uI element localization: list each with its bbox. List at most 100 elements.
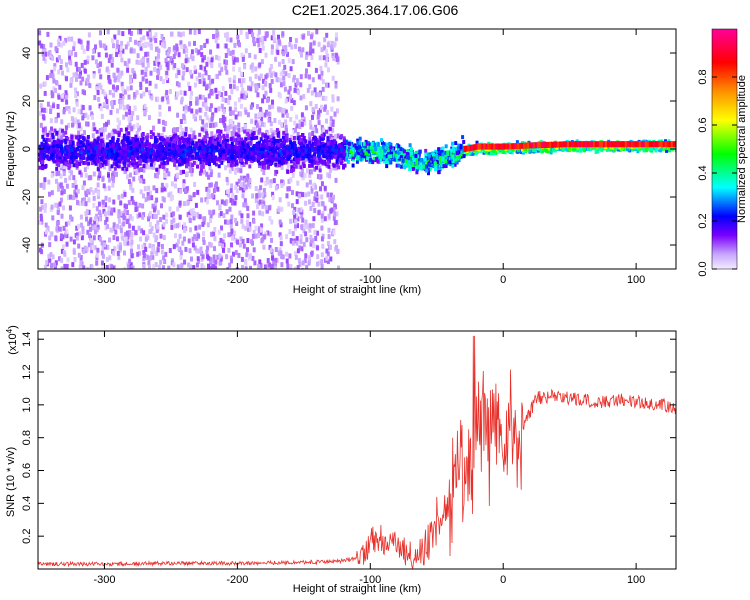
spectrogram-cell xyxy=(202,231,205,237)
spectrogram-cell xyxy=(72,46,76,52)
spectrogram-cell xyxy=(331,52,335,58)
spectrogram-cell xyxy=(197,138,201,143)
spectrogram-cell xyxy=(161,42,164,48)
spectrogram-cell xyxy=(180,161,184,166)
spectrogram-cell xyxy=(67,122,71,128)
spectrogram-cell xyxy=(193,135,197,140)
spectrogram-cell xyxy=(175,46,179,52)
spectrogram-cell xyxy=(111,131,115,137)
spectrogram-cell xyxy=(108,255,112,261)
spectrogram-cell xyxy=(249,86,253,92)
spectrogram-cell xyxy=(100,250,104,256)
spectrogram-cell xyxy=(102,183,106,189)
spectrogram-cell xyxy=(42,184,46,190)
spectrogram-cell xyxy=(279,222,283,228)
spectrogram-cell xyxy=(234,184,238,190)
spectrogram-cell xyxy=(117,164,121,169)
spectrogram-cell xyxy=(240,218,244,224)
spectrogram-cell xyxy=(181,31,185,37)
spectrogram-cell xyxy=(142,167,146,173)
spectrogram-cell xyxy=(240,52,244,58)
spectrogram-cell xyxy=(82,137,86,142)
spectrogram-cell xyxy=(215,33,219,39)
spectrogram-cell xyxy=(139,154,143,159)
spectrogram-cell xyxy=(339,160,343,165)
spectrogram-cell xyxy=(103,123,106,129)
spectrogram-cell xyxy=(155,228,159,234)
spectrogram-cell xyxy=(319,104,323,110)
spectrogram-cell xyxy=(214,259,218,265)
spectrogram-cell xyxy=(308,163,312,168)
spectrogram-cell xyxy=(128,223,132,229)
spectrogram-cell xyxy=(226,180,230,186)
spectrogram-cell xyxy=(60,190,64,196)
spectrogram-cell xyxy=(271,195,275,201)
spectrogram-cell xyxy=(229,255,233,261)
spectrogram-cell xyxy=(86,74,90,80)
spectrogram-cell xyxy=(174,233,177,239)
spectrogram-cell xyxy=(88,83,92,89)
spectrogram-cell xyxy=(220,66,224,72)
spectrogram-cell xyxy=(172,217,176,223)
spectrogram-cell xyxy=(130,239,134,245)
spectrogram-cell xyxy=(73,180,77,185)
spectrogram-cell xyxy=(123,267,127,269)
spectrogram-cell xyxy=(184,189,187,194)
spectrogram-cell xyxy=(184,152,188,157)
spectrogram-cell xyxy=(126,240,130,246)
spectrogram-cell xyxy=(131,187,135,193)
spectrogram-cell xyxy=(193,182,197,187)
spectrogram-cell xyxy=(61,93,64,99)
spectrogram-cell xyxy=(233,57,237,63)
spectrogram-cell xyxy=(271,103,275,109)
spectrogram-cell xyxy=(112,199,116,205)
spectrogram-cell xyxy=(111,136,115,141)
spectrogram-cell xyxy=(208,209,212,215)
spectrogram-cell xyxy=(307,255,311,261)
spectrogram-cell xyxy=(38,40,42,46)
spectrogram-cell xyxy=(280,165,284,170)
spectrogram-cell xyxy=(139,45,143,51)
spectrogram-cell xyxy=(246,223,250,228)
spectrogram-cell xyxy=(258,163,262,168)
spectrogram-cell xyxy=(237,122,241,128)
spectrogram-cell xyxy=(248,226,252,232)
spectrogram-cell xyxy=(307,30,310,36)
spectrogram-cell xyxy=(204,128,208,134)
spectrogram-cell xyxy=(254,233,258,239)
spectrogram-cell xyxy=(67,194,71,200)
spectrogram-cell xyxy=(209,123,213,128)
spectrogram-cell xyxy=(98,170,102,176)
spectrogram-cell xyxy=(244,90,248,96)
spectrogram-cell xyxy=(346,159,350,164)
spectrogram-cell xyxy=(261,40,265,46)
spectrogram-cell xyxy=(327,227,331,233)
spectrogram-cell xyxy=(212,122,216,128)
spectrogram-cell xyxy=(105,99,109,104)
spectrogram-cell xyxy=(210,131,214,137)
spectrogram-cell xyxy=(80,222,83,228)
spectrogram-cell xyxy=(317,74,321,80)
spectrogram-cell xyxy=(66,136,70,141)
spectrogram-cell xyxy=(164,121,168,126)
spectrogram-cell xyxy=(162,235,166,241)
spectrogram-cell xyxy=(196,212,200,218)
spectrogram-cell xyxy=(183,90,187,96)
spectrogram-cell xyxy=(152,232,156,238)
spectrogram-cell xyxy=(110,62,114,68)
spectrogram-cell xyxy=(50,93,54,99)
spectrogram-cell xyxy=(91,126,95,132)
spectrogram-cell xyxy=(281,69,285,75)
spectrogram-cell xyxy=(180,96,184,102)
spectrogram-cell xyxy=(334,177,338,183)
spectrogram-cell xyxy=(243,123,247,129)
spectrogram-cell xyxy=(204,70,208,76)
spectrogram-cell xyxy=(173,159,177,164)
spectrogram-cell xyxy=(100,266,104,269)
spectrogram-cell xyxy=(255,85,259,91)
spectrogram-cell xyxy=(311,183,315,189)
spectrogram-cell xyxy=(191,236,195,242)
spectrogram-cell xyxy=(298,261,302,267)
spectrogram-cell xyxy=(131,68,135,74)
spectrogram-cell xyxy=(162,265,165,269)
